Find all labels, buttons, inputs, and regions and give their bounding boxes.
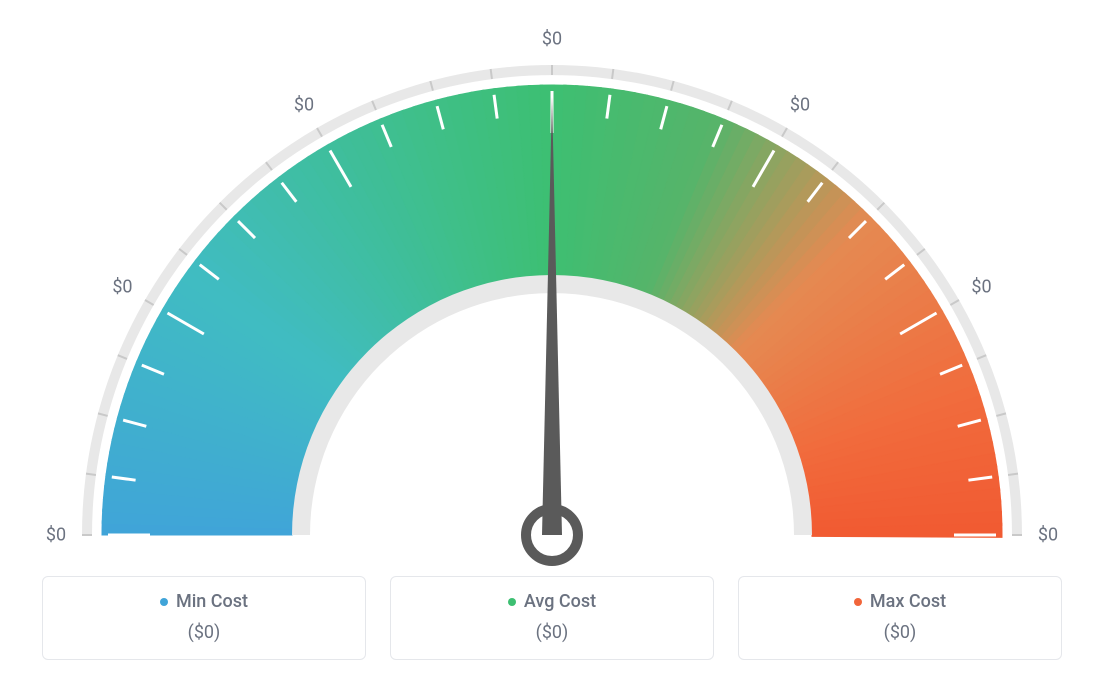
legend-card-max: Max Cost ($0) <box>738 576 1062 661</box>
legend-row: Min Cost ($0) Avg Cost ($0) Max Cost ($0… <box>42 576 1062 661</box>
gauge-tick-label: $0 <box>46 525 66 546</box>
legend-label-avg: Avg Cost <box>524 591 596 612</box>
legend-value-max: ($0) <box>757 622 1043 643</box>
gauge-tick-label: $0 <box>1038 525 1058 546</box>
legend-dot-max <box>854 598 862 606</box>
gauge-tick-label: $0 <box>790 95 810 116</box>
legend-dot-min <box>160 598 168 606</box>
legend-dot-avg <box>508 598 516 606</box>
gauge-chart: $0$0$0$0$0$0$0 <box>42 35 1062 575</box>
legend-title-avg: Avg Cost <box>508 591 596 612</box>
legend-title-max: Max Cost <box>854 591 946 612</box>
gauge-tick-label: $0 <box>971 277 991 298</box>
gauge-tick-label: $0 <box>294 95 314 116</box>
gauge-svg <box>42 35 1062 575</box>
legend-label-min: Min Cost <box>176 591 248 612</box>
legend-card-avg: Avg Cost ($0) <box>390 576 714 661</box>
legend-title-min: Min Cost <box>160 591 248 612</box>
gauge-tick-label: $0 <box>112 277 132 298</box>
legend-value-min: ($0) <box>61 622 347 643</box>
legend-card-min: Min Cost ($0) <box>42 576 366 661</box>
legend-label-max: Max Cost <box>870 591 946 612</box>
gauge-tick-label: $0 <box>542 29 562 50</box>
legend-value-avg: ($0) <box>409 622 695 643</box>
